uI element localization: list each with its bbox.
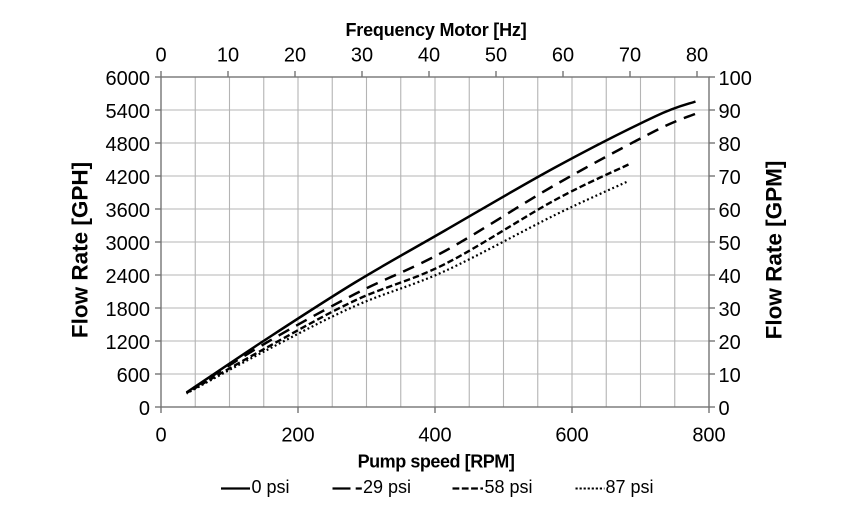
svg-text:0: 0 bbox=[719, 398, 730, 420]
svg-text:60: 60 bbox=[719, 200, 741, 222]
svg-text:4800: 4800 bbox=[106, 134, 151, 156]
svg-text:3600: 3600 bbox=[106, 200, 151, 222]
svg-text:Flow Rate [GPM]: Flow Rate [GPM] bbox=[762, 161, 787, 340]
svg-text:Flow Rate [GPH]: Flow Rate [GPH] bbox=[67, 162, 92, 338]
svg-text:10: 10 bbox=[719, 365, 741, 387]
svg-text:20: 20 bbox=[284, 45, 306, 67]
svg-text:0: 0 bbox=[155, 424, 166, 446]
svg-text:2400: 2400 bbox=[106, 266, 151, 288]
svg-text:6000: 6000 bbox=[106, 68, 151, 90]
svg-text:1800: 1800 bbox=[106, 299, 151, 321]
svg-text:70: 70 bbox=[719, 167, 741, 189]
svg-text:50: 50 bbox=[719, 233, 741, 255]
svg-text:5400: 5400 bbox=[106, 101, 151, 123]
svg-text:600: 600 bbox=[555, 424, 588, 446]
svg-text:0: 0 bbox=[139, 398, 150, 420]
svg-text:60: 60 bbox=[552, 45, 574, 67]
svg-text:70: 70 bbox=[619, 45, 641, 67]
svg-text:20: 20 bbox=[719, 332, 741, 354]
svg-text:40: 40 bbox=[719, 266, 741, 288]
svg-text:0: 0 bbox=[155, 45, 166, 67]
svg-text:Pump speed [RPM]: Pump speed [RPM] bbox=[358, 452, 515, 472]
svg-text:Frequency Motor [Hz]: Frequency Motor [Hz] bbox=[345, 20, 526, 40]
svg-text:600: 600 bbox=[117, 365, 150, 387]
svg-text:87 psi: 87 psi bbox=[606, 477, 654, 497]
svg-text:4200: 4200 bbox=[106, 167, 151, 189]
svg-text:40: 40 bbox=[418, 45, 440, 67]
svg-text:30: 30 bbox=[351, 45, 373, 67]
svg-text:90: 90 bbox=[719, 101, 741, 123]
svg-text:3000: 3000 bbox=[106, 233, 151, 255]
svg-text:80: 80 bbox=[686, 45, 708, 67]
svg-text:29 psi: 29 psi bbox=[363, 477, 411, 497]
svg-text:30: 30 bbox=[719, 299, 741, 321]
svg-text:1200: 1200 bbox=[106, 332, 151, 354]
svg-text:80: 80 bbox=[719, 134, 741, 156]
svg-text:100: 100 bbox=[719, 68, 752, 90]
svg-text:400: 400 bbox=[418, 424, 451, 446]
svg-text:0 psi: 0 psi bbox=[252, 477, 290, 497]
svg-text:800: 800 bbox=[692, 424, 725, 446]
svg-text:10: 10 bbox=[217, 45, 239, 67]
svg-text:50: 50 bbox=[485, 45, 507, 67]
svg-text:200: 200 bbox=[281, 424, 314, 446]
svg-text:58 psi: 58 psi bbox=[485, 477, 533, 497]
